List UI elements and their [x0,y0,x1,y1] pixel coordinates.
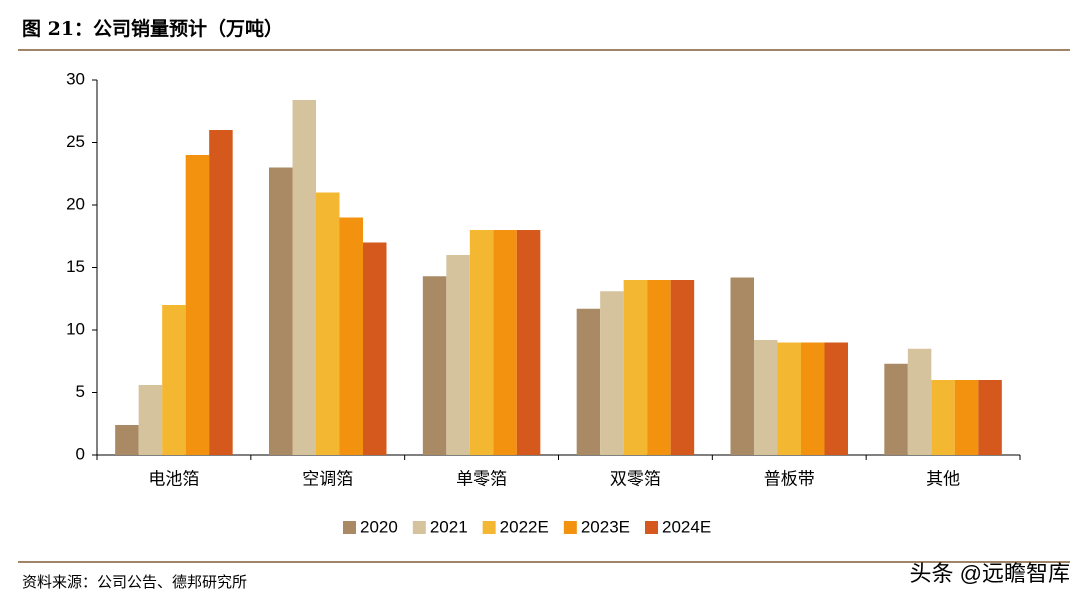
bar [316,192,340,455]
bar [469,230,494,455]
bar [516,230,541,455]
bar [600,291,624,455]
bar [339,217,363,455]
bar [777,342,801,455]
legend-label: 2024E [662,517,711,536]
legend-swatch [645,521,658,534]
x-tick-label: 普板带 [764,470,815,490]
x-tick-label: 电池箔 [148,470,199,490]
legend-swatch [412,521,426,534]
bar [907,348,932,455]
bar [269,167,293,455]
x-tick-label: 其他 [926,470,960,490]
legend-label: 2022E [500,517,549,536]
bar [884,363,908,455]
legend-label: 2023E [581,517,630,536]
bar [824,342,848,455]
bar [115,425,139,455]
bar [209,130,233,455]
source-note: 资料来源：公司公告、德邦研究所 [22,573,247,591]
bar [292,100,316,455]
bar [623,280,648,455]
y-tick-label: 30 [66,69,85,88]
bar [670,280,695,455]
legend-label: 2021 [430,517,468,536]
bar [138,385,163,455]
bar [422,276,447,455]
bar [647,280,671,455]
bar [954,380,979,455]
x-tick-label: 空调箔 [302,470,353,490]
bar [363,242,387,455]
y-tick-label: 20 [66,194,85,213]
bar [730,277,754,455]
y-tick-label: 5 [76,382,85,401]
watermark: 头条 @远瞻智库 [910,561,1070,586]
bar [446,255,470,455]
bar [162,305,186,455]
bar [493,230,517,455]
legend-swatch [482,521,496,534]
y-tick-label: 0 [76,444,85,463]
x-tick-label: 双零箔 [610,470,661,490]
bar [185,155,210,455]
legend-swatch [343,521,356,534]
y-tick-label: 25 [66,132,85,151]
bar [801,342,825,455]
y-tick-label: 15 [66,257,85,276]
bar [931,380,955,455]
bar [978,380,1002,455]
bar [754,340,778,455]
bar [576,308,601,455]
legend-label: 2020 [360,517,398,536]
y-tick-label: 10 [66,319,85,338]
chart-title: 图 21：公司销量预计（万吨） [22,17,283,40]
x-tick-label: 单零箔 [456,470,507,490]
legend-swatch [563,521,577,534]
